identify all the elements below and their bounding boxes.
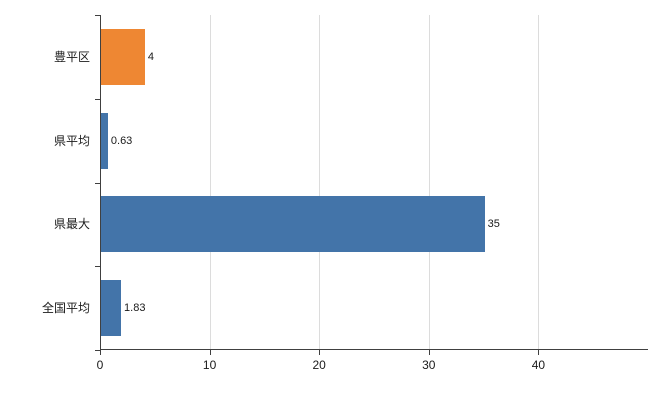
x-tick-label: 40 <box>531 358 546 372</box>
gridline <box>319 15 321 350</box>
x-tick-mark <box>538 350 540 355</box>
bar-value-label: 4 <box>147 50 154 63</box>
bar-県最大 <box>101 196 485 253</box>
y-tick-mark <box>95 15 100 16</box>
gridline <box>428 15 430 350</box>
bar-value-label: 35 <box>487 218 500 231</box>
bar-全国平均 <box>101 280 122 337</box>
x-tick-label: 30 <box>422 358 436 372</box>
x-tick-mark <box>209 350 211 355</box>
gridline <box>209 15 211 350</box>
y-tick-mark <box>95 182 100 184</box>
bar-value-label: 1.83 <box>124 302 146 315</box>
gridline <box>538 15 540 350</box>
bar-豊平区 <box>101 28 145 85</box>
x-tick-label: 0 <box>96 358 104 372</box>
plot-area <box>100 15 648 350</box>
category-label: 豊平区 <box>53 49 90 64</box>
x-tick-label: 10 <box>202 358 217 372</box>
x-tick-mark <box>100 350 101 355</box>
y-tick-mark <box>95 266 100 268</box>
x-tick-mark <box>319 350 321 355</box>
y-tick-mark <box>95 98 100 100</box>
bar-県平均 <box>101 112 108 169</box>
y-tick-mark <box>95 350 100 351</box>
x-tick-label: 20 <box>312 358 326 372</box>
category-label: 県最大 <box>53 217 90 232</box>
category-label: 県平均 <box>53 133 90 148</box>
bar-value-label: 0.63 <box>110 134 133 147</box>
category-label: 全国平均 <box>41 301 90 316</box>
x-tick-mark <box>428 350 430 355</box>
